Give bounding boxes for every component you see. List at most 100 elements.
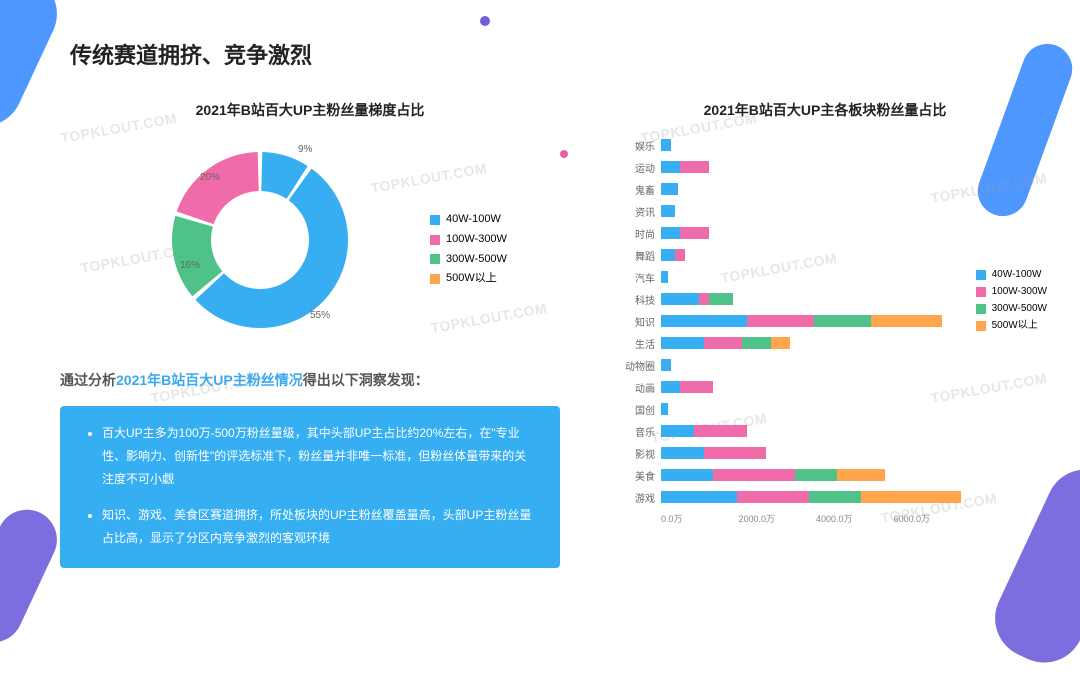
bar-segment (837, 469, 885, 481)
bar-row: 影视 (605, 442, 1045, 464)
bar-segment (661, 381, 680, 393)
bar-segment (737, 491, 809, 503)
bar-segment (661, 183, 678, 195)
bar-track (661, 161, 971, 173)
bar-category-label: 时尚 (605, 226, 661, 241)
legend-item: 40W-100W (430, 210, 507, 230)
bar-category-label: 音乐 (605, 424, 661, 439)
bar-segment (871, 315, 943, 327)
bar-segment (661, 403, 668, 415)
bar-category-label: 科技 (605, 292, 661, 307)
bar-row: 美食 (605, 464, 1045, 486)
bar-segment (661, 315, 747, 327)
legend-item: 500W以上 (430, 269, 507, 289)
bar-track (661, 249, 971, 261)
bar-track (661, 293, 971, 305)
bar-category-label: 国创 (605, 402, 661, 417)
bar-category-label: 动画 (605, 380, 661, 395)
bar-track (661, 183, 971, 195)
bar-segment (661, 491, 737, 503)
bar-segment (747, 315, 814, 327)
bar-row: 资讯 (605, 200, 1045, 222)
bar-segment (661, 227, 680, 239)
legend-label: 40W-100W (992, 266, 1042, 283)
bar-segment (809, 491, 861, 503)
bar-category-label: 舞蹈 (605, 248, 661, 263)
bar-track (661, 139, 971, 151)
legend-item: 300W-500W (976, 300, 1047, 317)
heading-suffix: 得出以下洞察发现： (303, 372, 429, 388)
bar-segment (675, 249, 685, 261)
legend-swatch (430, 254, 440, 264)
donut-slice-label: 20% (200, 172, 220, 183)
bar-row: 游戏 (605, 486, 1045, 508)
bar-axis-tick: 0.0万 (661, 512, 739, 525)
bar-category-label: 生活 (605, 336, 661, 351)
bar-segment (661, 161, 680, 173)
bar-category-label: 美食 (605, 468, 661, 483)
bar-chart-title: 2021年B站百大UP主各板块粉丝量占比 (605, 100, 1045, 120)
heading-prefix: 通过分析 (60, 372, 116, 388)
bar-segment (795, 469, 838, 481)
bar-category-label: 资讯 (605, 204, 661, 219)
bar-category-label: 汽车 (605, 270, 661, 285)
bar-segment (661, 447, 704, 459)
bar-category-label: 动物圈 (605, 358, 661, 373)
legend-label: 100W-300W (446, 230, 507, 250)
bar-segment (661, 249, 675, 261)
bar-legend: 40W-100W100W-300W300W-500W500W以上 (974, 264, 1049, 336)
donut-slice-label: 16% (180, 260, 200, 271)
bar-track (661, 491, 971, 503)
bar-segment (713, 469, 794, 481)
bar-segment (661, 469, 713, 481)
bar-row: 舞蹈 (605, 244, 1045, 266)
legend-label: 500W以上 (446, 269, 497, 289)
legend-swatch (430, 274, 440, 284)
donut-chart: 9% 55% 16% 20% 40W-100W100W-300W300W-500W50… (60, 120, 560, 360)
bar-segment (694, 425, 746, 437)
legend-swatch (976, 304, 986, 314)
bar-chart: 娱乐运动鬼畜资讯时尚舞蹈汽车科技知识生活动物圈动画国创音乐影视美食游戏 0.0万… (605, 134, 1045, 554)
donut-slice (177, 152, 259, 224)
bar-category-label: 娱乐 (605, 138, 661, 153)
bar-segment (699, 293, 709, 305)
legend-label: 300W-500W (446, 250, 507, 270)
donut-chart-title: 2021年B站百大UP主粉丝量梯度占比 (60, 100, 560, 120)
legend-swatch (430, 235, 440, 245)
bar-segment (709, 293, 733, 305)
bar-segment (680, 227, 709, 239)
bar-track (661, 381, 971, 393)
bar-track (661, 425, 971, 437)
bar-segment (704, 447, 766, 459)
bar-row: 音乐 (605, 420, 1045, 442)
analysis-bullet: 百大UP主多为100万-500万粉丝量级，其中头部UP主占比约20%左右，在"专… (102, 422, 536, 490)
bar-segment (661, 425, 694, 437)
legend-label: 100W-300W (992, 283, 1047, 300)
bar-segment (661, 359, 671, 371)
bar-segment (861, 491, 961, 503)
legend-item: 100W-300W (976, 283, 1047, 300)
legend-swatch (976, 270, 986, 280)
bar-segment (661, 271, 668, 283)
bar-track (661, 403, 971, 415)
legend-item: 40W-100W (976, 266, 1047, 283)
bar-row: 时尚 (605, 222, 1045, 244)
bar-track (661, 227, 971, 239)
donut-slice-label: 55% (310, 310, 330, 321)
bar-segment (771, 337, 790, 349)
legend-swatch (976, 287, 986, 297)
bar-track (661, 359, 971, 371)
legend-label: 500W以上 (992, 317, 1038, 334)
donut-legend: 40W-100W100W-300W300W-500W500W以上 (430, 210, 507, 289)
bar-segment (661, 337, 704, 349)
analysis-bullet: 知识、游戏、美食区赛道拥挤，所处板块的UP主粉丝覆盖量高，头部UP主粉丝量占比高… (102, 504, 536, 550)
donut-slice-label: 9% (298, 144, 312, 155)
bar-axis-tick: 6000.0万 (894, 512, 972, 525)
bar-track (661, 337, 971, 349)
bar-track (661, 271, 971, 283)
bar-category-label: 知识 (605, 314, 661, 329)
legend-swatch (976, 321, 986, 331)
page-title: 传统赛道拥挤、竞争激烈 (70, 38, 312, 70)
analysis-heading: 通过分析2021年B站百大UP主粉丝情况得出以下洞察发现： (60, 370, 560, 390)
left-column: 2021年B站百大UP主粉丝量梯度占比 9% 55% 16% 20% 40W-100W… (60, 100, 560, 568)
